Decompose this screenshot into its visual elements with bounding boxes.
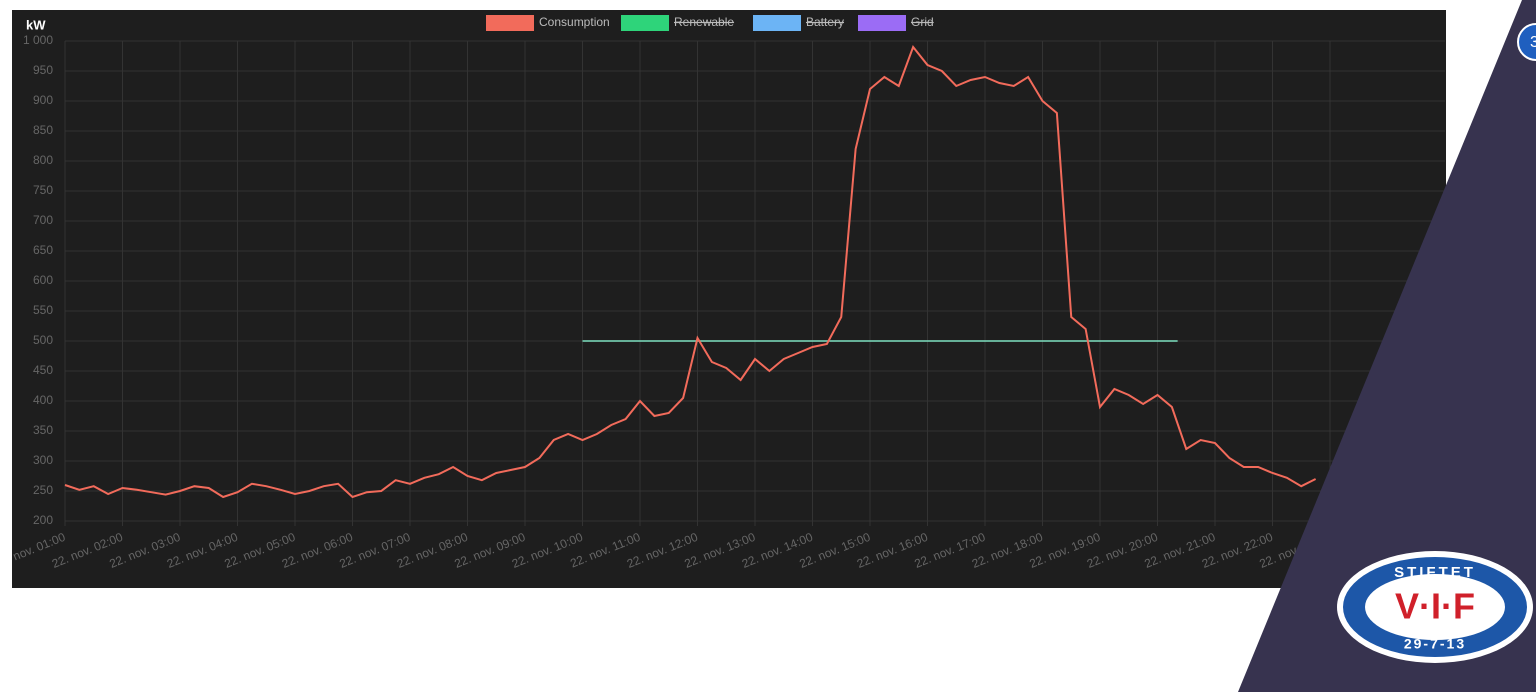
legend-swatch[interactable] — [621, 15, 669, 31]
y-tick-label: 600 — [33, 273, 53, 287]
y-tick-label: 700 — [33, 213, 53, 227]
y-tick-label: 550 — [33, 303, 53, 317]
badge — [1517, 23, 1536, 61]
y-tick-label: 300 — [33, 453, 53, 467]
y-axis-label: kW — [26, 17, 46, 32]
decor-band — [1238, 0, 1536, 692]
y-tick-label: 200 — [33, 513, 53, 527]
y-tick-label: 500 — [33, 333, 53, 347]
y-tick-label: 400 — [33, 393, 53, 407]
y-tick-label: 250 — [33, 483, 53, 497]
y-tick-label: 650 — [33, 243, 53, 257]
logo-bottom: 29-7-13 — [1404, 636, 1466, 652]
logo-inner — [1365, 574, 1505, 640]
legend-swatch[interactable] — [486, 15, 534, 31]
series-line — [64, 44, 1317, 499]
logo-top: STIFTET — [1394, 564, 1476, 581]
legend-label[interactable]: Grid — [911, 15, 934, 29]
y-tick-label: 450 — [33, 363, 53, 377]
legend-swatch[interactable] — [753, 15, 801, 31]
legend-swatch[interactable] — [858, 15, 906, 31]
y-tick-label: 850 — [33, 123, 53, 137]
logo-mid: V·I·F — [1395, 586, 1475, 627]
y-tick-label: 750 — [33, 183, 53, 197]
legend-label[interactable]: Renewable — [674, 15, 734, 29]
badge-text: 3 — [1530, 34, 1536, 51]
chart-panel — [12, 10, 1446, 588]
y-tick-label: 950 — [33, 63, 53, 77]
legend-label[interactable]: Battery — [806, 15, 844, 29]
overlay: 3 STIFTET V·I·F 29-7-13 — [1238, 0, 1536, 692]
y-tick-label: 350 — [33, 423, 53, 437]
y-tick-label: 1 000 — [23, 33, 53, 47]
y-tick-label: 800 — [33, 153, 53, 167]
legend-label[interactable]: Consumption — [539, 15, 610, 29]
y-tick-label: 900 — [33, 93, 53, 107]
